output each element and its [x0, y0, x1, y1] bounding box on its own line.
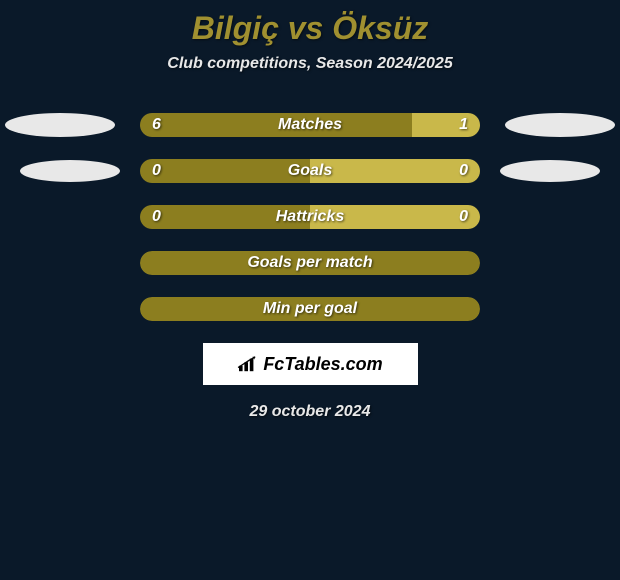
left-value: 6 — [152, 116, 161, 134]
player-avatar-left — [5, 113, 115, 137]
bar-full — [140, 297, 480, 321]
title: Bilgiç vs Öksüz — [0, 10, 620, 47]
player-avatar-right — [500, 160, 600, 182]
right-value: 0 — [459, 208, 468, 226]
bar-left: 0 — [140, 205, 310, 229]
left-value: 0 — [152, 208, 161, 226]
logo-text: FcTables.com — [263, 354, 382, 375]
bar-right: 0 — [310, 205, 480, 229]
bar-full — [140, 251, 480, 275]
logo-box[interactable]: FcTables.com — [203, 343, 418, 385]
player-avatar-left — [20, 160, 120, 182]
stat-bar: 00Goals — [140, 159, 480, 183]
logo: FcTables.com — [237, 354, 382, 375]
stat-bar: 61Matches — [140, 113, 480, 137]
stat-rows: 61Matches00Goals00HattricksGoals per mat… — [0, 113, 620, 321]
right-value: 1 — [459, 116, 468, 134]
stat-row: 61Matches — [0, 113, 620, 137]
bar-right: 1 — [412, 113, 480, 137]
left-value: 0 — [152, 162, 161, 180]
stat-row: 00Hattricks — [0, 205, 620, 229]
comparison-widget: Bilgiç vs Öksüz Club competitions, Seaso… — [0, 0, 620, 421]
date: 29 october 2024 — [0, 403, 620, 421]
bar-right: 0 — [310, 159, 480, 183]
right-value: 0 — [459, 162, 468, 180]
stat-bar: 00Hattricks — [140, 205, 480, 229]
bar-left: 0 — [140, 159, 310, 183]
stat-bar: Goals per match — [140, 251, 480, 275]
stat-row: Min per goal — [0, 297, 620, 321]
chart-icon — [237, 355, 259, 373]
bar-left: 6 — [140, 113, 412, 137]
subtitle: Club competitions, Season 2024/2025 — [0, 55, 620, 73]
stat-bar: Min per goal — [140, 297, 480, 321]
stat-row: 00Goals — [0, 159, 620, 183]
stat-row: Goals per match — [0, 251, 620, 275]
player-avatar-right — [505, 113, 615, 137]
